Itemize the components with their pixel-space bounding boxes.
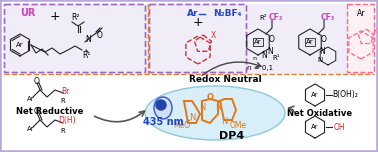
Text: N: N	[267, 47, 273, 57]
Text: R¹: R¹	[82, 50, 90, 59]
Text: N: N	[199, 102, 205, 112]
FancyBboxPatch shape	[150, 5, 246, 73]
Text: OMe: OMe	[229, 121, 246, 131]
Text: N: N	[319, 47, 325, 57]
Text: MeO: MeO	[174, 121, 191, 131]
Text: N: N	[215, 102, 221, 112]
Text: Net Reductive: Net Reductive	[16, 107, 84, 116]
Text: OH: OH	[333, 123, 345, 131]
Text: O: O	[269, 36, 275, 45]
Text: Ar: Ar	[311, 92, 319, 98]
Text: O: O	[34, 76, 40, 85]
Text: N: N	[221, 117, 227, 126]
Text: X: X	[211, 31, 215, 40]
Text: B(OH)₂: B(OH)₂	[332, 90, 358, 100]
Text: n: n	[252, 55, 256, 60]
Text: R¹: R¹	[272, 55, 280, 61]
Text: O: O	[97, 31, 103, 40]
Text: Ar: Ar	[186, 9, 198, 19]
Text: Net Oxidative: Net Oxidative	[287, 109, 353, 117]
Ellipse shape	[154, 97, 172, 119]
Text: N: N	[261, 52, 267, 60]
Text: R: R	[60, 98, 65, 104]
Text: N: N	[189, 114, 195, 123]
Text: CF₃: CF₃	[269, 14, 283, 22]
Text: n = 0,1: n = 0,1	[247, 65, 273, 71]
Text: N: N	[318, 57, 323, 63]
Text: N₂BF₄: N₂BF₄	[213, 9, 242, 19]
Text: O: O	[321, 36, 327, 45]
Text: DP4: DP4	[219, 131, 245, 141]
Text: R²: R²	[259, 15, 267, 21]
FancyArrowPatch shape	[202, 62, 261, 75]
Text: Br: Br	[61, 86, 69, 95]
Text: O: O	[206, 93, 214, 102]
Text: Redox Neutral: Redox Neutral	[189, 76, 261, 85]
Text: Ar: Ar	[254, 39, 262, 45]
Ellipse shape	[145, 86, 285, 140]
Text: Ar: Ar	[357, 9, 365, 19]
Text: Ar: Ar	[27, 126, 35, 132]
Text: UR: UR	[20, 8, 36, 18]
Text: +: +	[193, 16, 203, 29]
Text: N: N	[85, 36, 91, 45]
Text: R: R	[60, 128, 65, 134]
FancyBboxPatch shape	[347, 5, 375, 73]
FancyArrowPatch shape	[289, 106, 294, 113]
Text: Ar: Ar	[27, 96, 35, 102]
Text: 435 nm: 435 nm	[143, 117, 183, 127]
Text: D(H): D(H)	[58, 116, 76, 126]
Text: O: O	[34, 107, 40, 116]
Text: +: +	[50, 10, 60, 24]
FancyArrowPatch shape	[94, 111, 144, 122]
Text: CF₃: CF₃	[321, 14, 335, 22]
Bar	[4, 4, 374, 74]
Text: R²: R²	[71, 12, 79, 21]
Text: Ar: Ar	[306, 39, 314, 45]
Text: Ar: Ar	[311, 124, 319, 130]
Text: X: X	[373, 28, 377, 34]
Text: Ar: Ar	[16, 42, 24, 48]
FancyBboxPatch shape	[5, 5, 146, 73]
Circle shape	[156, 100, 166, 110]
